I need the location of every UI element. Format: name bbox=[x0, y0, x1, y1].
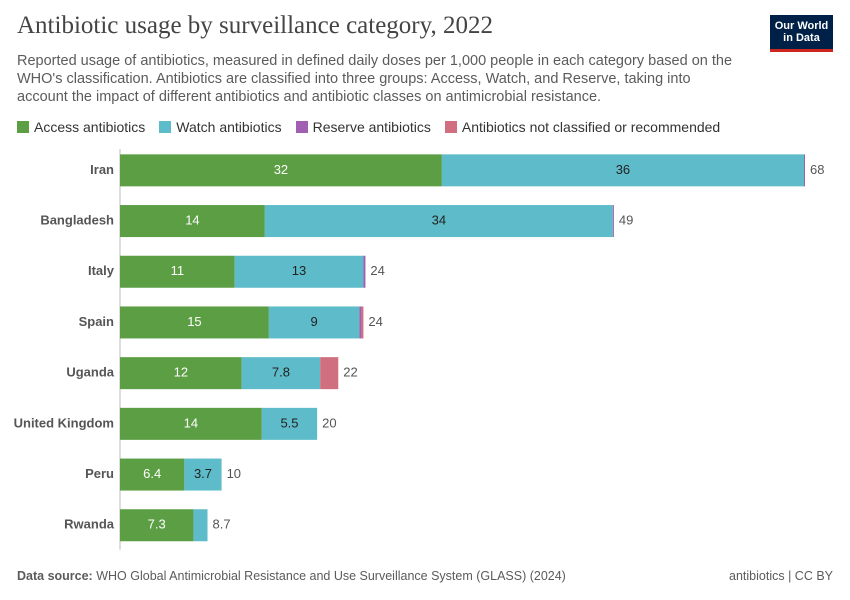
value-label: 36 bbox=[616, 162, 630, 177]
legend-swatch bbox=[295, 121, 308, 133]
value-label: 32 bbox=[274, 162, 288, 177]
value-label: 11 bbox=[171, 263, 185, 278]
bar-segment bbox=[120, 407, 262, 440]
legend-swatch bbox=[444, 121, 457, 133]
value-label: 7.3 bbox=[148, 517, 166, 532]
value-label: 5.5 bbox=[280, 415, 298, 430]
bar-segment bbox=[241, 357, 321, 390]
bar-segment bbox=[361, 306, 364, 339]
value-label: 3.7 bbox=[194, 466, 212, 481]
legend-item[interactable]: Access antibiotics bbox=[17, 119, 145, 135]
value-label: 6.4 bbox=[143, 466, 161, 481]
chart-subtitle: Reported usage of antibiotics, measured … bbox=[17, 53, 733, 105]
legend-label: Access antibiotics bbox=[34, 119, 146, 135]
total-label: 10 bbox=[227, 466, 241, 481]
value-label: 34 bbox=[432, 212, 446, 227]
bar-segment bbox=[441, 154, 804, 187]
logo-line: Our World bbox=[774, 20, 829, 32]
y-tick-label: Iran bbox=[90, 162, 114, 177]
value-label: 12 bbox=[174, 365, 188, 380]
bar-segment bbox=[120, 205, 265, 238]
y-tick-label: Rwanda bbox=[64, 517, 115, 532]
value-label: 9 bbox=[311, 314, 318, 329]
bar-segment bbox=[264, 205, 613, 238]
bar-segment bbox=[184, 458, 222, 491]
bar-segment bbox=[120, 509, 194, 542]
legend-item[interactable]: Watch antibiotics bbox=[159, 119, 282, 135]
bar-segment bbox=[363, 255, 366, 288]
bar-segment bbox=[359, 306, 362, 339]
y-tick-label: Bangladesh bbox=[40, 212, 114, 227]
logo-line: in Data bbox=[783, 32, 820, 44]
value-label: 14 bbox=[185, 212, 199, 227]
legend-label: Antibiotics not classified or recommende… bbox=[461, 119, 721, 135]
bar-segment bbox=[612, 205, 614, 238]
y-tick-label: Spain bbox=[79, 314, 114, 329]
legend: Access antibiotics Watch antibiotics Reser… bbox=[17, 119, 720, 135]
logo[interactable]: Our World in Data bbox=[770, 15, 833, 52]
bar-segment bbox=[120, 255, 235, 288]
bar-segment bbox=[120, 357, 242, 390]
value-label: 14 bbox=[184, 415, 198, 430]
value-label: 15 bbox=[187, 314, 201, 329]
bar-segment bbox=[120, 458, 185, 491]
y-tick-label: Peru bbox=[85, 466, 114, 481]
total-label: 8.7 bbox=[213, 517, 231, 532]
total-label: 24 bbox=[370, 263, 384, 278]
bar-segment bbox=[803, 154, 805, 187]
legend-item[interactable]: Antibiotics not classified or recommende… bbox=[444, 119, 721, 135]
value-label: 13 bbox=[292, 263, 306, 278]
legend-item[interactable]: Reserve antibiotics bbox=[295, 119, 431, 135]
total-label: 22 bbox=[343, 365, 357, 380]
total-label: 20 bbox=[322, 415, 336, 430]
bar-segment bbox=[120, 154, 442, 187]
source: Data source: WHO Global Antimicrobial Re… bbox=[17, 569, 566, 583]
total-label: 68 bbox=[810, 162, 824, 177]
bar-segment bbox=[320, 357, 339, 390]
source-text: WHO Global Antimicrobial Resistance and … bbox=[96, 569, 566, 583]
bar-segment bbox=[268, 306, 360, 339]
bar-segment bbox=[261, 407, 318, 440]
legend-swatch bbox=[17, 121, 29, 133]
y-tick-label: Italy bbox=[88, 263, 115, 278]
value-label: 7.8 bbox=[272, 365, 290, 380]
bar-segment bbox=[120, 306, 269, 339]
legend-label: Watch antibiotics bbox=[176, 119, 282, 135]
bar-segment bbox=[193, 509, 208, 542]
source-label: Data source: bbox=[17, 569, 93, 583]
chart-title: Antibiotic usage by surveillance categor… bbox=[17, 12, 494, 39]
total-label: 49 bbox=[619, 212, 633, 227]
bar-segment bbox=[234, 255, 364, 288]
y-tick-label: Uganda bbox=[66, 365, 114, 380]
legend-swatch bbox=[159, 121, 172, 133]
license[interactable]: antibiotics | CC BY bbox=[729, 569, 833, 583]
legend-label: Reserve antibiotics bbox=[312, 119, 431, 135]
y-tick-label: United Kingdom bbox=[14, 415, 114, 430]
total-label: 24 bbox=[368, 314, 382, 329]
